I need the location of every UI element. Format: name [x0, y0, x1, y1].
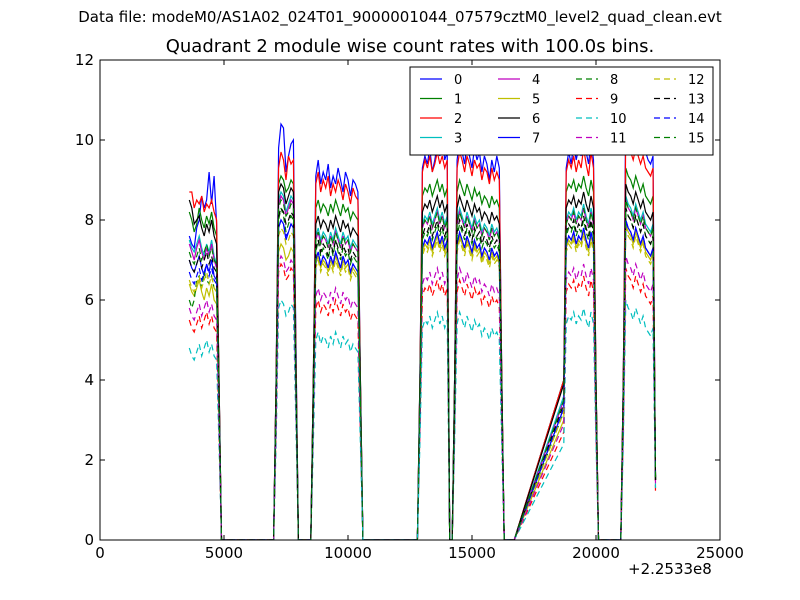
series-line-3 [188, 190, 657, 540]
series-line-8 [188, 207, 657, 540]
legend-label: 1 [454, 93, 462, 108]
y-tick-label: 4 [84, 371, 94, 389]
legend-label: 6 [532, 112, 540, 127]
legend-label: 14 [688, 112, 705, 127]
legend-box [409, 66, 714, 156]
x-tick-label: 0 [95, 544, 105, 562]
y-tick-label: 12 [75, 51, 94, 69]
legend-label: 11 [610, 132, 627, 147]
x-tick-label: 10000 [324, 544, 372, 562]
y-tick-label: 10 [75, 131, 94, 149]
legend-label: 12 [688, 73, 705, 88]
series-line-6 [188, 182, 657, 540]
series-line-9 [188, 262, 657, 540]
legend-label: 15 [688, 132, 705, 147]
legend-label: 13 [688, 93, 705, 108]
x-tick-label: 25000 [696, 544, 744, 562]
series-line-11 [188, 254, 657, 540]
series-group [188, 107, 657, 540]
series-line-5 [188, 223, 657, 540]
legend-label: 5 [532, 93, 540, 108]
x-tick-label: 15000 [448, 544, 496, 562]
y-tick-label: 6 [84, 291, 94, 309]
y-tick-label: 2 [84, 451, 94, 469]
legend-label: 3 [454, 132, 462, 147]
legend-label: 8 [610, 73, 618, 88]
series-line-13 [188, 206, 657, 540]
legend-label: 9 [610, 93, 618, 108]
chart-title: Quadrant 2 module wise count rates with … [165, 36, 655, 57]
legend-label: 7 [532, 132, 540, 147]
x-axis-offset-text: +2.2533e8 [628, 560, 712, 578]
x-tick-label: 5000 [205, 544, 243, 562]
series-line-14 [188, 218, 657, 540]
legend-label: 2 [454, 112, 462, 127]
series-line-15 [188, 198, 657, 540]
series-line-10 [188, 298, 657, 540]
legend-label: 0 [454, 73, 462, 88]
y-tick-label: 0 [84, 531, 94, 549]
x-tick-label: 20000 [572, 544, 620, 562]
y-tick-label: 8 [84, 211, 94, 229]
data-file-suptitle: Data file: modeM0/AS1A02_024T01_90000010… [78, 8, 722, 26]
series-line-1 [188, 167, 657, 540]
legend-label: 10 [610, 112, 627, 127]
legend-label: 4 [532, 73, 540, 88]
series-line-12 [188, 226, 657, 540]
